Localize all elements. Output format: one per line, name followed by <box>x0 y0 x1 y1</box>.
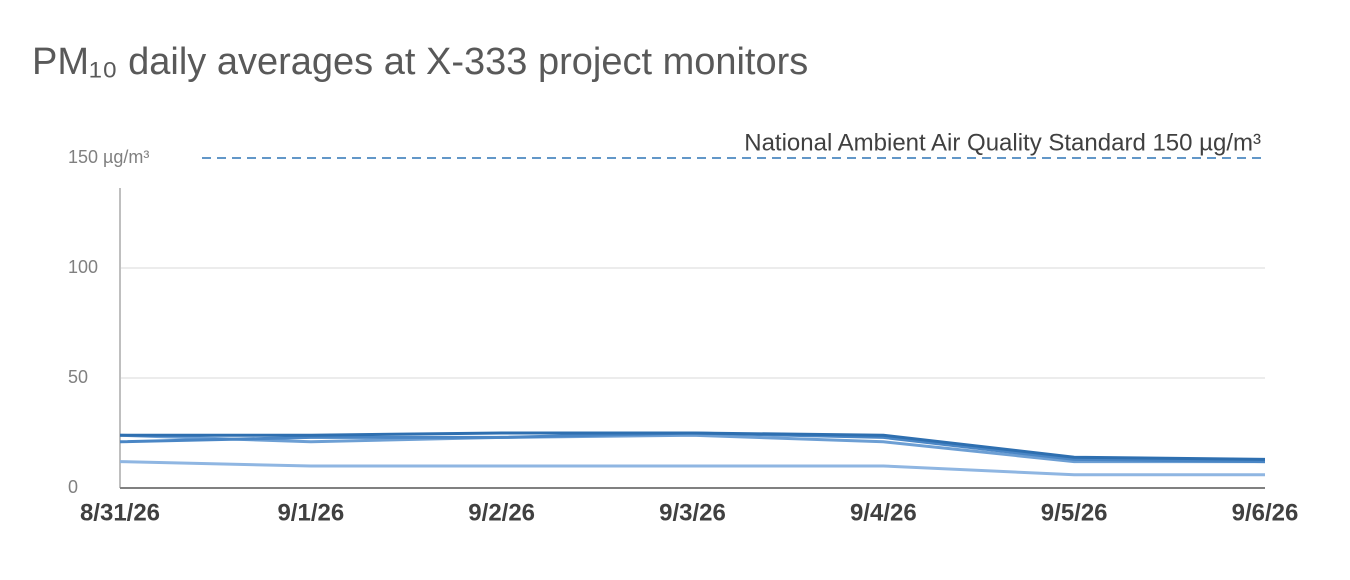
x-tick-label: 9/1/26 <box>277 499 344 526</box>
y-tick-label: 100 <box>68 257 98 277</box>
series-line <box>119 460 1265 477</box>
series-line <box>120 431 1266 461</box>
x-tick-label: 8/31/26 <box>80 499 160 526</box>
x-tick-label: 9/4/26 <box>850 499 917 526</box>
x-tick-label: 9/3/26 <box>659 499 726 526</box>
series-line <box>119 433 1265 464</box>
y-tick-label: 150 µg/m³ <box>68 147 149 167</box>
reference-label: National Ambient Air Quality Standard 15… <box>744 129 1261 156</box>
chart-title: PM₁₀ daily averages at X-333 project mon… <box>32 41 808 83</box>
y-tick-label: 0 <box>68 477 78 497</box>
x-tick-label: 9/2/26 <box>468 499 535 526</box>
y-tick-label: 50 <box>68 367 88 387</box>
x-tick-label: 9/6/26 <box>1232 499 1299 526</box>
x-tick-label: 9/5/26 <box>1041 499 1108 526</box>
